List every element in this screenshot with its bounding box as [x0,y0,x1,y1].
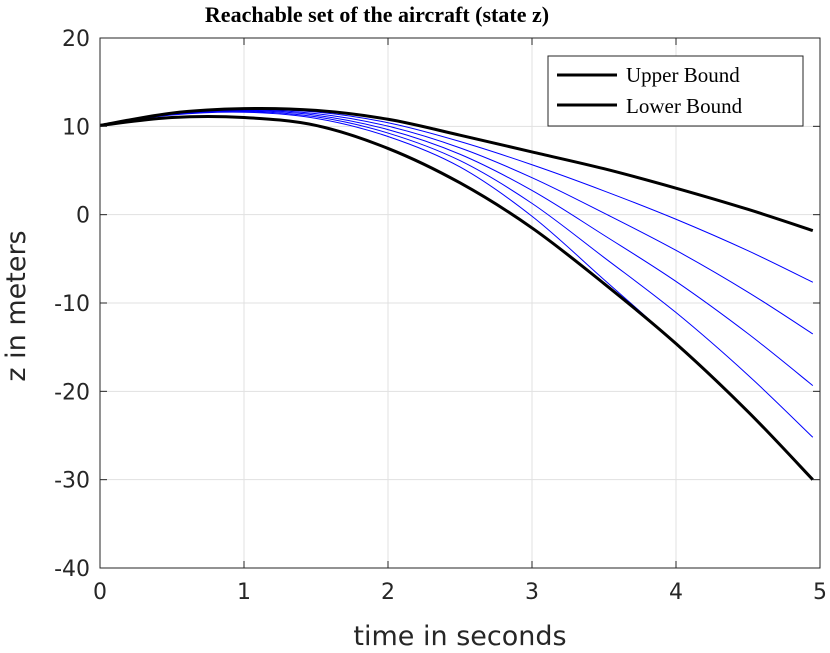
x-tick-label: 4 [669,580,683,605]
trajectory-line [99,109,814,335]
legend: Upper Bound Lower Bound [547,55,804,127]
x-tick-label: 1 [237,580,251,605]
lower-bound-line [99,115,814,481]
legend-label-upper: Upper Bound [626,63,740,87]
y-tick-label: -20 [54,380,90,405]
y-tick-label: 20 [62,27,90,52]
legend-box [547,55,804,127]
legend-label-lower: Lower Bound [626,94,743,118]
trajectory-line [99,110,814,438]
y-tick-label: -10 [54,292,90,317]
x-tick-label: 2 [381,580,395,605]
y-tick-label: 10 [62,115,90,140]
x-axis-label: time in seconds [353,621,566,652]
chart-title: Reachable set of the aircraft (state z) [205,2,549,27]
trajectory-line [99,110,814,386]
y-tick-label: 0 [76,204,90,229]
upper-bound-line [99,107,814,232]
x-tick-label: 3 [525,580,539,605]
trajectory-line [99,111,814,481]
y-tick-label: -30 [54,469,90,494]
ticks: 0 1 2 3 4 5 20 10 0 -10 -20 -30 -40 [54,27,827,605]
x-tick-label: 5 [813,580,827,605]
y-axis-label: z in meters [1,230,32,381]
plot-lines [99,107,814,481]
x-tick-label: 0 [93,580,107,605]
y-tick-label: -40 [54,557,90,582]
